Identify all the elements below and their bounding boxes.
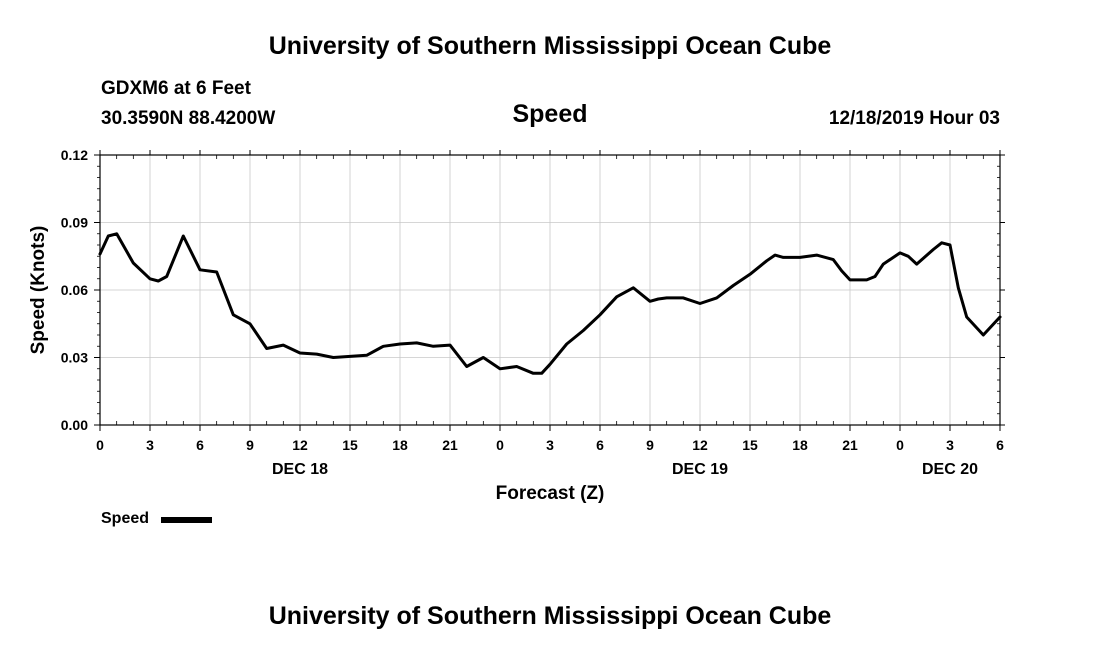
y-tick-labels: 0.00 0.03 0.06 0.09 0.12 [61,147,88,433]
y-axis-title: Speed (Knots) [28,226,49,355]
date-label: DEC 19 [672,461,728,478]
x-axis-title: Forecast (Z) [496,483,605,504]
station-label: GDXM6 at 6 Feet [101,78,251,99]
y-tick-label: 0.03 [61,350,88,366]
y-tick-label: 0.00 [61,417,88,433]
x-tick-label: 12 [692,437,708,453]
datetime-label: 12/18/2019 Hour 03 [828,108,1000,129]
variable-title: Speed [512,100,588,128]
grid-lines [100,155,1000,425]
x-tick-label: 18 [792,437,808,453]
x-tick-label: 15 [342,437,358,453]
x-tick-label: 21 [442,437,458,453]
legend-swatch [161,517,212,523]
x-tick-label: 9 [646,437,654,453]
x-tick-label: 9 [246,437,254,453]
x-tick-label: 0 [896,437,904,453]
x-tick-label: 0 [96,437,104,453]
x-tick-label: 3 [546,437,554,453]
x-tick-label: 6 [596,437,604,453]
x-tick-label: 3 [146,437,154,453]
x-tick-label: 3 [946,437,954,453]
x-tick-label: 15 [742,437,758,453]
x-tick-label: 21 [842,437,858,453]
series-group [98,232,1002,375]
x-tick-label: 6 [996,437,1004,453]
y-tick-label: 0.12 [61,147,88,163]
plot-frame [99,154,1001,426]
x-tick-label: 18 [392,437,408,453]
date-label: DEC 18 [272,461,328,478]
date-label: DEC 20 [922,461,978,478]
speed-series-line [98,232,1002,375]
x-tick-label: 12 [292,437,308,453]
chart-title-top: University of Southern Mississippi Ocean… [268,32,832,60]
legend-label: Speed [101,510,150,527]
y-tick-label: 0.06 [61,282,88,298]
x-tick-labels: 0 3 6 9 12 15 18 21 0 3 6 9 12 15 18 21 0 3 6 [96,437,1004,453]
y-tick-label: 0.09 [61,215,88,231]
chart-title-bottom: University of Southern Mississippi Ocean… [268,602,832,630]
axis-ticks [94,150,1005,431]
coordinates-label: 30.3590N 88.4200W [101,108,276,129]
date-labels: DEC 18 DEC 19 DEC 20 [272,461,978,478]
x-tick-label: 0 [496,437,504,453]
x-tick-label: 6 [196,437,204,453]
